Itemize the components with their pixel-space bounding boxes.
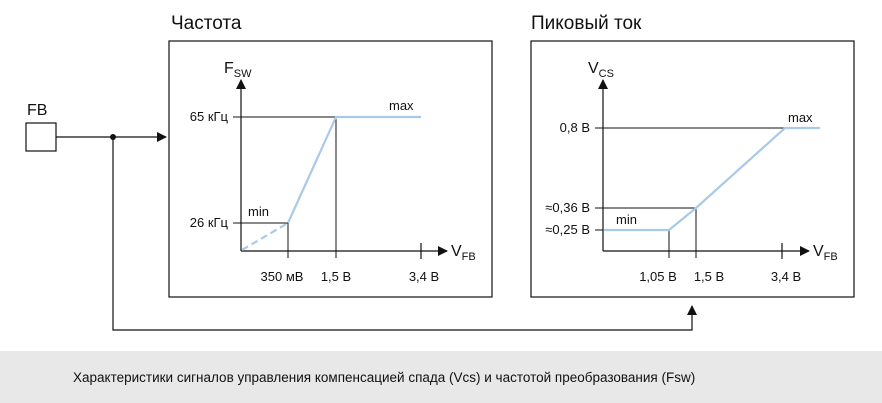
- current-x-axis-label: VFB: [813, 243, 838, 263]
- frequency-max-label: max: [389, 98, 414, 113]
- frequency-frame: [168, 40, 493, 298]
- frequency-tick-label-1v5: 1,5 В: [321, 269, 351, 284]
- fb-to-current-line: [112, 137, 697, 331]
- frequency-tick-label-3v4: 3,4 В: [409, 269, 439, 284]
- current-tick-label-3v4: 3,4 В: [771, 269, 801, 284]
- current-tick-label-1v5: 1,5 В: [694, 269, 724, 284]
- current-max-label: max: [788, 110, 813, 125]
- frequency-x-axis-label: VFB: [451, 243, 476, 263]
- current-tick-label-0v25: ≈0,25 В: [545, 222, 590, 237]
- frequency-curve-dashed: [241, 222, 289, 251]
- control-characteristics-diagram: FB Частота FSW VFB 65 кГц 26 кГц 350 мВ …: [25, 13, 855, 331]
- current-curve: [604, 126, 820, 232]
- frequency-tick-label-350mv: 350 мВ: [261, 269, 304, 284]
- fb-input-box: [25, 122, 57, 152]
- current-tick-label-0v8: 0,8 В: [560, 120, 590, 135]
- frequency-min-label: min: [248, 204, 269, 219]
- caption-bar: Характеристики сигналов управления компе…: [0, 351, 882, 403]
- current-tick-label-0v36: ≈0,36 В: [545, 200, 590, 215]
- frequency-panel: Частота FSW VFB 65 кГц 26 кГц 350 мВ 1,5…: [168, 13, 493, 298]
- frequency-tick-label-65khz: 65 кГц: [190, 109, 229, 124]
- current-tick-label-1v05: 1,05 В: [639, 269, 677, 284]
- figure-caption: Характеристики сигналов управления компе…: [73, 369, 696, 385]
- current-min-label: min: [616, 212, 637, 227]
- frequency-curve: [286, 115, 421, 224]
- frequency-title: Частота: [171, 13, 242, 34]
- current-y-axis-label: VCS: [588, 60, 614, 80]
- current-title: Пиковый ток: [531, 13, 642, 34]
- fb-label: FB: [27, 102, 47, 119]
- current-frame: [530, 40, 855, 298]
- frequency-y-axis-label: FSW: [224, 60, 252, 80]
- current-panel: Пиковый ток VCS VFB 0,8 В ≈0,36 В ≈0,25 …: [530, 13, 855, 298]
- frequency-tick-label-26khz: 26 кГц: [190, 215, 229, 230]
